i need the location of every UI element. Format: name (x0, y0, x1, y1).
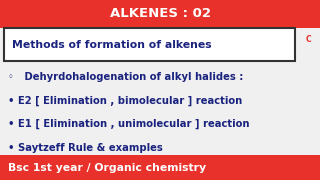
Text: Methods of formation of alkenes: Methods of formation of alkenes (12, 40, 212, 50)
Text: • E2 [ Elimination , bimolecular ] reaction: • E2 [ Elimination , bimolecular ] react… (8, 96, 242, 106)
FancyBboxPatch shape (0, 155, 320, 180)
Text: ALKENES : 02: ALKENES : 02 (109, 7, 211, 21)
Text: Bsc 1st year / Organic chemistry: Bsc 1st year / Organic chemistry (8, 163, 206, 173)
Text: • E1 [ Elimination , unimolecular ] reaction: • E1 [ Elimination , unimolecular ] reac… (8, 119, 250, 129)
FancyBboxPatch shape (4, 28, 295, 61)
Text: Dehyrdohalogenation of alkyl halides :: Dehyrdohalogenation of alkyl halides : (21, 72, 243, 82)
FancyBboxPatch shape (0, 0, 320, 28)
Text: C: C (306, 35, 311, 44)
Text: • Saytzeff Rule & examples: • Saytzeff Rule & examples (8, 143, 163, 153)
Text: ◦: ◦ (8, 72, 14, 82)
